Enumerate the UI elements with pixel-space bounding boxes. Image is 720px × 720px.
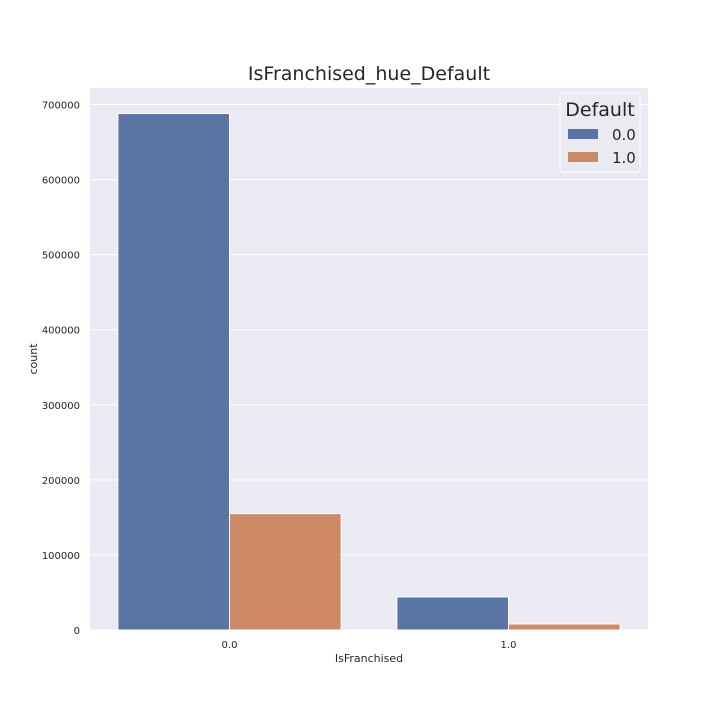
x-tick-label: 0.0 (222, 640, 238, 651)
legend: Default 0.0 1.0 (559, 92, 641, 173)
y-tick-label: 0 (74, 626, 80, 637)
chart-title: IsFranchised_hue_Default (248, 63, 490, 85)
bar (229, 513, 342, 631)
legend-label-series-1: 1.0 (612, 149, 636, 167)
legend-swatch-series-0 (568, 129, 598, 139)
legend-swatch-series-1 (568, 152, 598, 162)
x-axis-label: IsFranchised (335, 652, 403, 665)
bar (508, 623, 621, 631)
y-tick-label: 600000 (42, 176, 80, 187)
y-axis-label: count (27, 343, 40, 375)
y-tick-label: 300000 (42, 401, 80, 412)
legend-label-series-0: 0.0 (612, 126, 636, 144)
x-tick-label: 1.0 (501, 640, 517, 651)
bar (396, 596, 509, 631)
x-tick-labels: 0.0 1.0 (222, 640, 517, 651)
y-tick-label: 500000 (42, 251, 80, 262)
bar (117, 113, 230, 631)
legend-title: Default (565, 99, 634, 121)
y-tick-label: 400000 (42, 326, 80, 337)
y-tick-label: 700000 (42, 101, 80, 112)
y-tick-label: 100000 (42, 551, 80, 562)
bars (117, 113, 621, 631)
y-tick-labels: 0 100000 200000 300000 400000 500000 600000 700… (42, 101, 80, 637)
y-tick-label: 200000 (42, 476, 80, 487)
